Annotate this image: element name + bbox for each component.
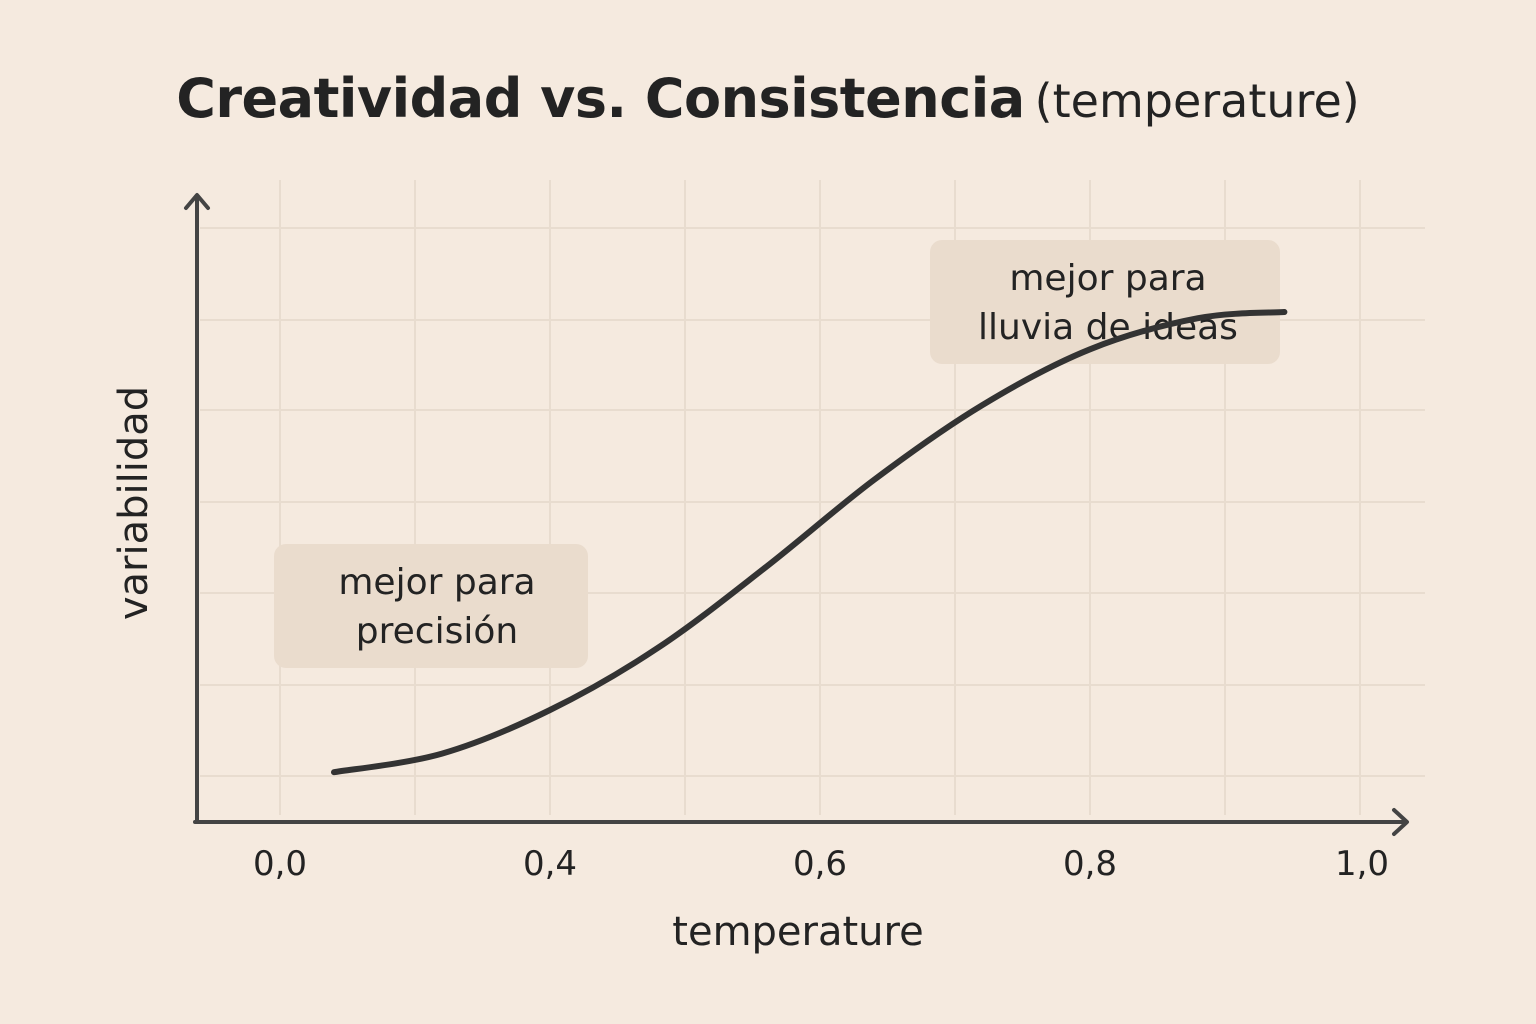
annotation-text: mejor para: [1009, 258, 1206, 299]
x-tick-labels: 0,0 0,4 0,6 0,8 1,0: [253, 844, 1389, 884]
x-tick-label: 0,4: [523, 844, 577, 884]
x-tick-label: 0,6: [793, 844, 847, 884]
chart-title: Creatividad vs. Consistencia (temperature…: [0, 72, 1536, 126]
series: [331, 309, 1288, 776]
annotation-box: [274, 544, 588, 668]
x-tick-label: 1,0: [1335, 844, 1389, 884]
series-line-0: [331, 309, 1288, 776]
y-axis-label: variabilidad: [111, 386, 157, 620]
x-tick-label: 0,0: [253, 844, 307, 884]
annotation-0: mejor para precisión: [274, 544, 588, 668]
y-axis-arrow: [184, 193, 210, 210]
annotation-text: mejor para: [338, 562, 535, 603]
x-axis-label: temperature: [672, 909, 923, 955]
annotation-text: precisión: [356, 611, 518, 652]
x-tick-label: 0,8: [1063, 844, 1117, 884]
chart-subtitle: (temperature): [1034, 74, 1360, 128]
x-axis-arrow: [1392, 808, 1409, 836]
axes: [184, 193, 1409, 836]
annotation-box: [930, 240, 1280, 364]
chart-title-main: Creatividad vs. Consistencia: [176, 67, 1025, 130]
